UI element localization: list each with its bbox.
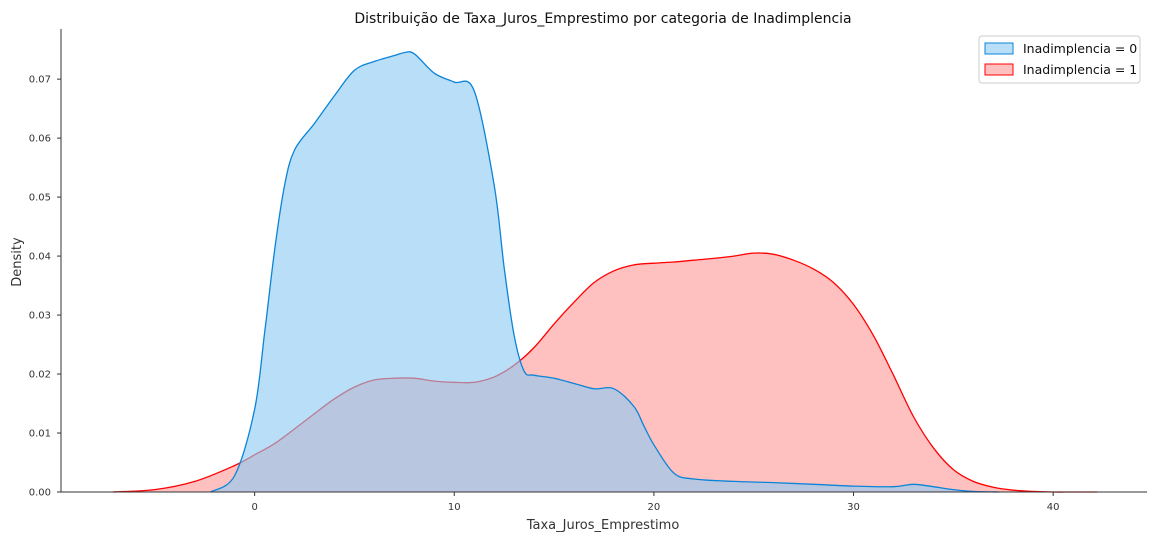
y-ticks: 0.00 0.01 0.02 0.03 0.04 0.05 0.06 0.07 (29, 75, 61, 499)
legend-swatch-inadimplencia-1 (984, 63, 1014, 76)
density-line-inadimplencia-0 (210, 51, 1000, 493)
y-tick-label: 0.03 (29, 311, 51, 322)
legend-swatch-inadimplencia-0 (984, 42, 1014, 55)
axes (60, 29, 1147, 493)
y-tick-label: 0.04 (29, 252, 51, 263)
legend-box (978, 35, 1141, 84)
x-tick-label: 40 (1047, 502, 1060, 513)
y-tick-label: 0.06 (29, 134, 51, 145)
chart-title: Distribuição de Taxa_Juros_Emprestimo po… (354, 11, 851, 27)
x-tick-label: 10 (448, 502, 461, 513)
x-ticks: 0 10 20 30 40 (251, 492, 1060, 513)
y-axis-label: Density (10, 237, 25, 287)
density-curves (112, 51, 1098, 493)
y-tick-label: 0.07 (29, 75, 51, 86)
legend: Inadimplencia = 0 Inadimplencia = 1 (978, 35, 1141, 84)
x-tick-label: 30 (847, 502, 860, 513)
density-area-inadimplencia-0 (210, 51, 1000, 492)
legend-label-inadimplencia-0: Inadimplencia = 0 (1023, 41, 1137, 56)
x-tick-label: 20 (648, 502, 661, 513)
legend-label-inadimplencia-1: Inadimplencia = 1 (1023, 62, 1137, 77)
y-tick-label: 0.00 (29, 488, 51, 499)
y-tick-label: 0.02 (29, 370, 51, 381)
y-tick-label: 0.05 (29, 193, 51, 204)
x-tick-label: 0 (251, 502, 257, 513)
y-tick-label: 0.01 (29, 429, 51, 440)
x-axis-label: Taxa_Juros_Emprestimo (526, 518, 680, 533)
